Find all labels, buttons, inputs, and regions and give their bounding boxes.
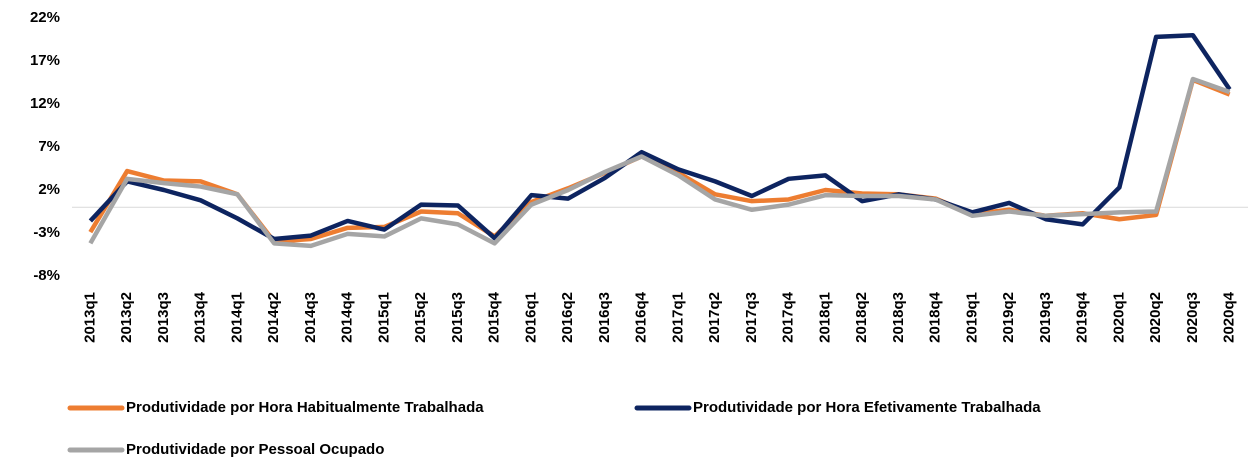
x-tick-label: 2018q2	[853, 292, 870, 343]
series-line	[88, 32, 1232, 242]
x-tick-label: 2020q2	[1147, 292, 1164, 343]
x-tick-label: 2018q3	[890, 292, 907, 343]
x-tick-label: 2019q4	[1074, 291, 1091, 343]
x-tick-label: 2017q2	[706, 292, 723, 343]
x-tick-label: 2015q4	[486, 291, 503, 343]
x-tick-label: 2015q1	[375, 292, 392, 343]
x-tick-label: 2016q1	[522, 292, 539, 343]
x-tick-label: 2018q4	[927, 291, 944, 343]
y-tick-label: -3%	[33, 224, 60, 241]
x-tick-label: 2013q2	[118, 292, 135, 343]
x-tick-label: 2016q2	[559, 292, 576, 343]
x-tick-label: 2016q3	[596, 292, 613, 343]
series-line	[88, 76, 1231, 249]
x-tick-label: 2014q1	[228, 292, 245, 343]
x-tick-label: 2019q3	[1037, 292, 1054, 343]
x-tick-label: 2017q3	[743, 292, 760, 343]
y-tick-label: 12%	[30, 95, 60, 112]
y-tick-label: 17%	[30, 52, 60, 69]
y-tick-label: 22%	[30, 9, 60, 26]
x-tick-label: 2019q1	[963, 292, 980, 343]
x-tick-label: 2020q1	[1110, 292, 1127, 343]
x-tick-label: 2013q1	[81, 292, 98, 343]
x-tick-label: 2014q4	[339, 291, 356, 343]
legend-label: Produtividade por Hora Habitualmente Tra…	[126, 399, 484, 416]
y-tick-label: -8%	[33, 267, 60, 284]
x-tick-label: 2020q3	[1184, 292, 1201, 343]
legend-label: Produtividade por Pessoal Ocupado	[126, 441, 384, 458]
x-tick-label: 2013q4	[192, 291, 209, 343]
x-tick-label: 2014q2	[265, 292, 282, 343]
legend-label: Produtividade por Hora Efetivamente Trab…	[693, 399, 1041, 416]
x-tick-label: 2016q4	[633, 291, 650, 343]
x-tick-label: 2015q2	[412, 292, 429, 343]
x-tick-label: 2013q3	[155, 292, 172, 343]
y-tick-label: 2%	[38, 181, 60, 198]
x-tick-label: 2017q1	[669, 292, 686, 343]
y-tick-label: 7%	[38, 138, 60, 155]
x-tick-label: 2017q4	[780, 291, 797, 343]
x-tick-label: 2015q3	[449, 292, 466, 343]
x-tick-label: 2018q1	[816, 292, 833, 343]
x-tick-label: 2019q2	[1000, 292, 1017, 343]
x-tick-label: 2014q3	[302, 292, 319, 343]
x-tick-label: 2020q4	[1221, 291, 1238, 343]
